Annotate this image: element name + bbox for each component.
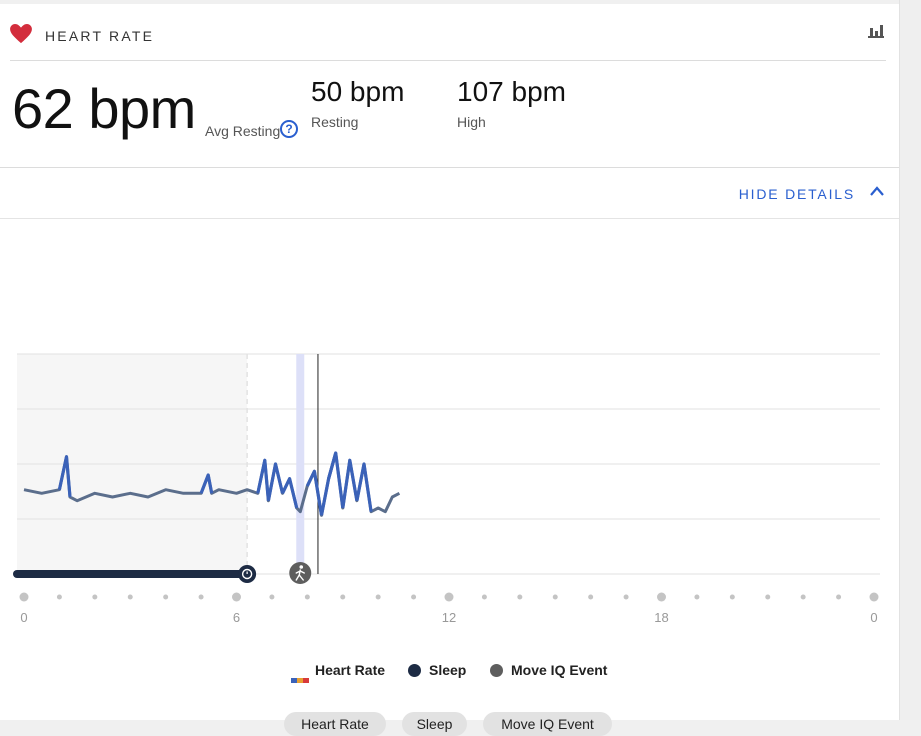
hour-dot	[163, 594, 169, 600]
resting-value: 50 bpm	[311, 76, 405, 107]
x-tick-label: 12	[442, 610, 456, 625]
filter-heart-rate-button[interactable]: Heart Rate	[284, 712, 386, 736]
hour-dot	[56, 594, 62, 600]
hour-dot	[127, 594, 133, 600]
x-tick-label: 6	[233, 610, 240, 625]
x-tick-label: 0	[870, 610, 877, 625]
scrollbar-track[interactable]	[899, 0, 921, 720]
hour-dot	[92, 594, 98, 600]
hour-dot	[588, 594, 594, 600]
heart-icon	[10, 24, 32, 44]
hour-dot	[375, 594, 381, 600]
hour-dot	[517, 594, 523, 600]
heart-rate-peak	[57, 455, 72, 498]
hour-dot	[269, 594, 275, 600]
hour-dot	[765, 594, 771, 600]
help-icon[interactable]: ?	[280, 120, 298, 138]
hour-dot	[340, 594, 346, 600]
heart-rate-peak	[341, 458, 359, 509]
heart-rate-card: HEART RATE 62 bpm Avg Resting ? 50 bpm R…	[0, 4, 899, 736]
hour-dot	[232, 592, 241, 602]
filter-move-iq-button[interactable]: Move IQ Event	[483, 712, 612, 736]
hour-dot	[481, 594, 487, 600]
chart-legend: Heart Rate Sleep Move IQ Event	[0, 662, 899, 683]
x-tick-label: 0	[20, 610, 27, 625]
hour-dot	[869, 592, 879, 602]
hour-dot	[444, 592, 454, 602]
legend-move-iq: Move IQ Event	[511, 662, 608, 678]
hour-dot	[623, 594, 629, 600]
heart-rate-peak	[355, 462, 373, 512]
high-label: High	[457, 114, 486, 130]
legend-sleep: Sleep	[429, 662, 467, 678]
resting-label: Resting	[311, 114, 359, 130]
hour-dot	[729, 594, 735, 600]
hide-details-button[interactable]: HIDE DETAILS	[738, 186, 855, 202]
hour-dot	[694, 594, 700, 600]
heart-rate-peak	[256, 458, 270, 501]
walking-icon-head	[299, 565, 304, 569]
move-iq-legend-dot	[490, 664, 503, 677]
hour-dot	[304, 594, 310, 600]
bar-chart-icon[interactable]	[868, 24, 884, 38]
card-header: HEART RATE	[10, 16, 886, 61]
hour-dot	[411, 594, 417, 600]
heart-rate-peak	[266, 462, 285, 502]
walking-icon	[295, 569, 305, 581]
avg-resting-value: 62 bpm	[12, 77, 196, 140]
alarm-clock-face	[241, 568, 253, 580]
chevron-up-icon[interactable]	[869, 184, 885, 198]
heart-rate-chart[interactable]: 0 6 12 18 0	[0, 344, 899, 644]
x-tick-label: 18	[654, 610, 668, 625]
heart-rate-peak	[199, 473, 214, 494]
heart-rate-legend-swatch	[291, 670, 309, 683]
hour-dot	[657, 592, 666, 602]
divider	[0, 218, 899, 219]
heart-rate-peak	[305, 469, 324, 516]
heart-rate-peak	[327, 451, 345, 509]
hour-dot	[198, 594, 204, 600]
high-value: 107 bpm	[457, 76, 566, 107]
hour-dot	[552, 594, 558, 600]
divider	[0, 167, 899, 168]
filter-sleep-button[interactable]: Sleep	[402, 712, 467, 736]
move-iq-event-band	[296, 354, 305, 574]
heart-rate-peak	[281, 477, 299, 509]
legend-heart-rate: Heart Rate	[315, 662, 386, 678]
hour-dot	[800, 594, 806, 600]
hour-dot	[19, 592, 29, 602]
sleep-legend-dot	[408, 664, 421, 677]
card-title: HEART RATE	[45, 28, 155, 44]
avg-resting-label: Avg Resting	[205, 123, 281, 139]
hour-dot	[836, 594, 842, 600]
